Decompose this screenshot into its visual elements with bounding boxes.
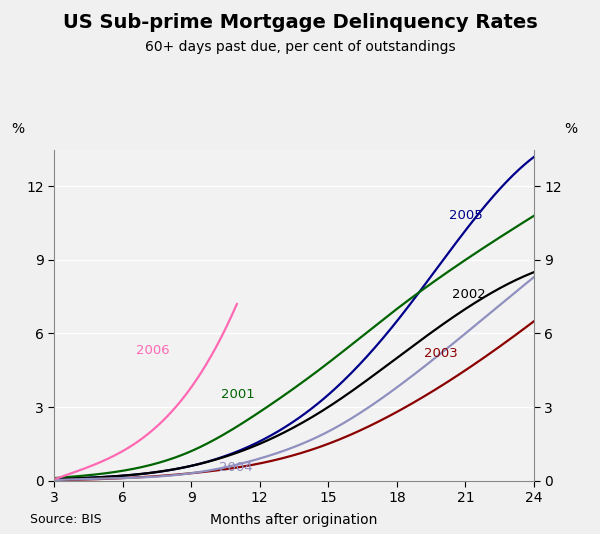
Text: 2005: 2005 — [449, 209, 483, 222]
Text: 2002: 2002 — [452, 288, 485, 301]
Text: Source: BIS: Source: BIS — [30, 513, 101, 526]
Text: %: % — [11, 122, 24, 136]
Text: US Sub-prime Mortgage Delinquency Rates: US Sub-prime Mortgage Delinquency Rates — [62, 13, 538, 33]
Text: 2004: 2004 — [218, 461, 252, 474]
Text: 2003: 2003 — [424, 347, 458, 359]
Text: 2006: 2006 — [136, 344, 170, 357]
X-axis label: Months after origination: Months after origination — [211, 513, 377, 528]
Text: 2001: 2001 — [221, 388, 254, 401]
Text: %: % — [564, 122, 577, 136]
Text: 60+ days past due, per cent of outstandings: 60+ days past due, per cent of outstandi… — [145, 40, 455, 54]
